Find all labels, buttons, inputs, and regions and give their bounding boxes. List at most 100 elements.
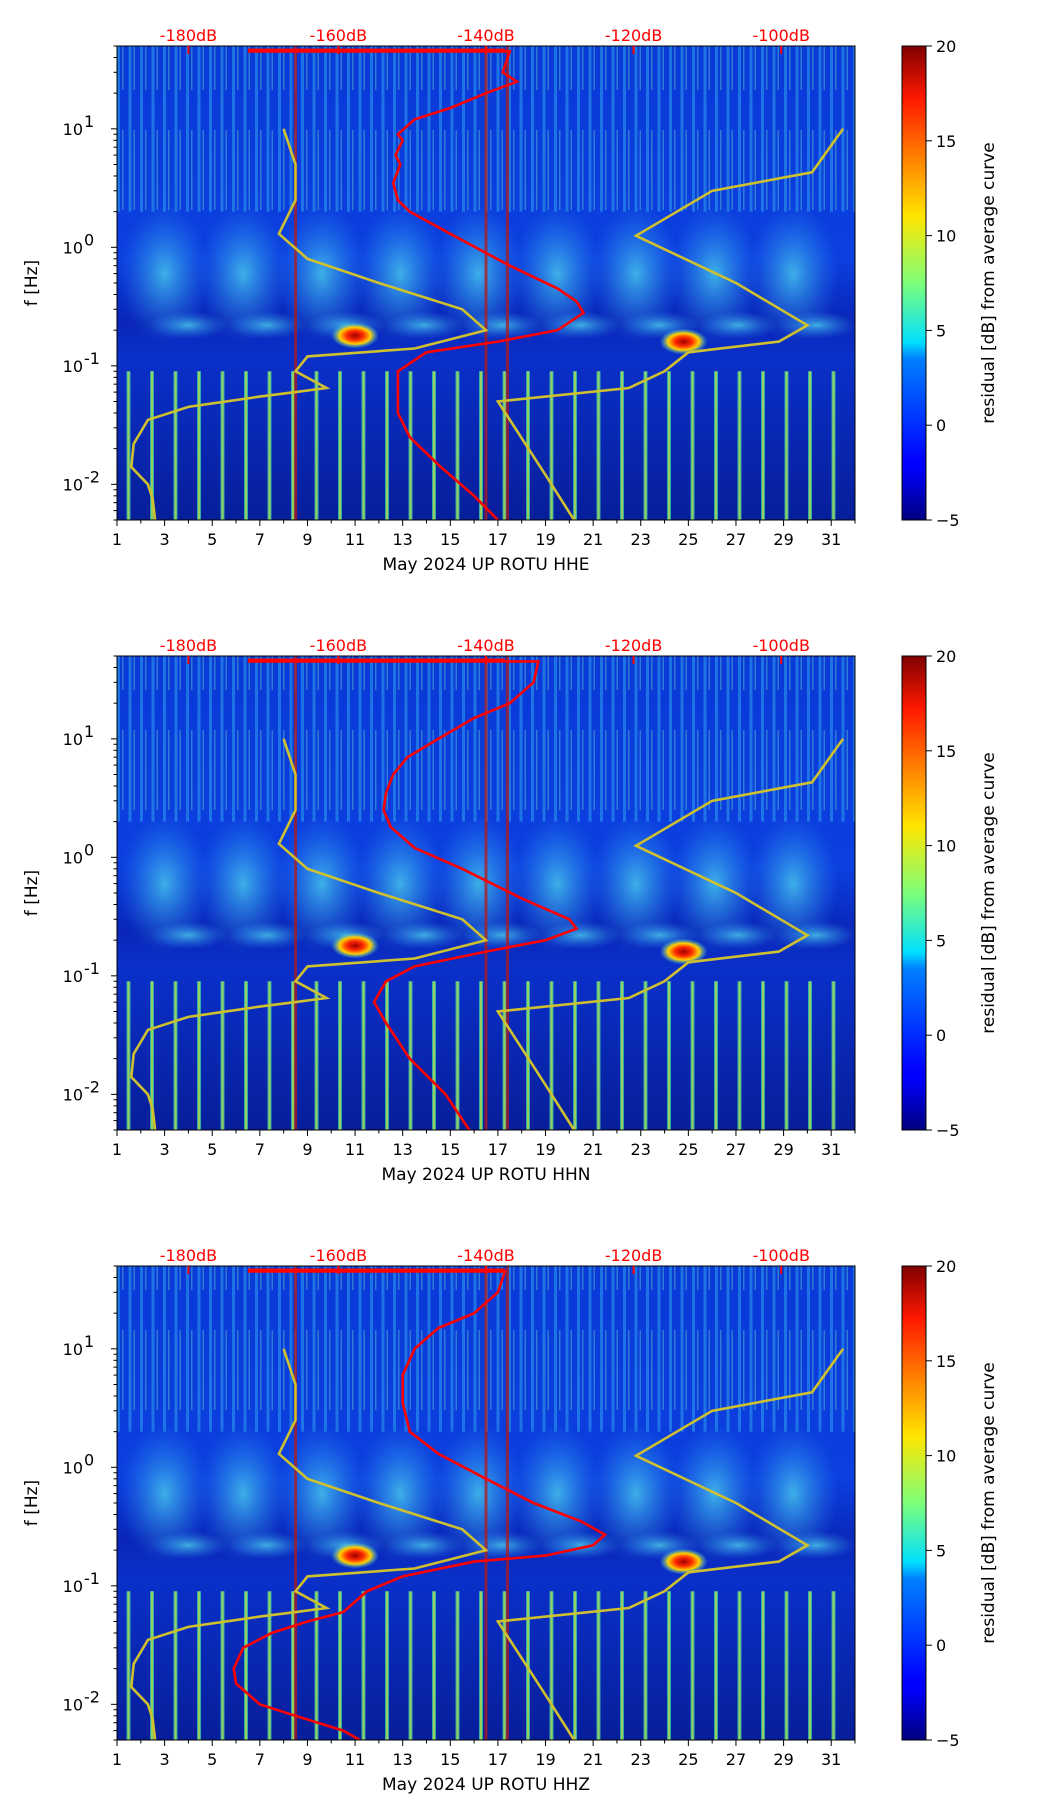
x-tick-label: 7 (255, 1140, 265, 1159)
x-tick-label: 31 (821, 1140, 841, 1159)
db-scale-label: -140dB (457, 26, 514, 45)
colorbar-tick-label: 20 (936, 37, 956, 56)
x-tick-label: 27 (726, 1140, 746, 1159)
noise-model-curve (129, 128, 489, 520)
x-tick-label: 1 (112, 1140, 122, 1159)
y-tick-exponent: 0 (84, 230, 94, 249)
x-tick-label: 5 (207, 1140, 217, 1159)
x-tick-label: 21 (583, 1140, 603, 1159)
y-axis-label: f [Hz] (22, 870, 42, 916)
x-tick-label: 15 (440, 1140, 460, 1159)
x-tick-label: 17 (488, 530, 508, 549)
colorbar-tick-label: −5 (936, 511, 960, 530)
db-scale-label: -180dB (160, 26, 217, 45)
x-tick-label: 11 (345, 1750, 365, 1769)
colorbar-tick-label: 10 (936, 837, 956, 856)
spectrogram-area (117, 1266, 855, 1740)
y-tick-exponent: -2 (84, 467, 100, 486)
db-scale-label: -120dB (605, 26, 662, 45)
y-tick-label: 10 (63, 967, 83, 986)
x-tick-label: 29 (773, 1750, 793, 1769)
x-tick-label: 23 (631, 1140, 651, 1159)
db-scale-label: -160dB (310, 26, 367, 45)
y-tick-exponent: 1 (84, 722, 94, 741)
median-psd-curve (247, 660, 579, 1130)
x-tick-label: 27 (726, 530, 746, 549)
x-tick-label: 5 (207, 530, 217, 549)
event-line (505, 656, 509, 1130)
x-tick-label: 31 (821, 530, 841, 549)
event-line (484, 656, 488, 1130)
x-tick-label: 15 (440, 530, 460, 549)
x-tick-label: 11 (345, 1140, 365, 1159)
x-tick-label: 29 (773, 530, 793, 549)
colorbar-tick-label: −5 (936, 1121, 960, 1140)
db-scale-label: -100dB (752, 26, 809, 45)
hotspot (659, 938, 708, 965)
colorbar-label: residual [dB] from average curve (979, 752, 999, 1033)
colorbar-label: residual [dB] from average curve (979, 142, 999, 423)
y-tick-label: 10 (63, 1340, 83, 1359)
db-scale-label: -160dB (310, 636, 367, 655)
db-scale-label: -120dB (605, 636, 662, 655)
x-tick-label: 17 (488, 1140, 508, 1159)
y-axis-label: f [Hz] (22, 260, 42, 306)
spectrogram-area (117, 46, 855, 520)
y-tick-exponent: -2 (84, 1077, 100, 1096)
event-line (484, 1266, 488, 1740)
y-tick-label: 10 (63, 238, 83, 257)
x-axis-label: May 2024 UP ROTU HHE (382, 555, 589, 575)
y-tick-label: 10 (63, 120, 83, 139)
colorbar-tick-label: 20 (936, 647, 956, 666)
colorbar-tick-label: 0 (936, 1026, 946, 1045)
colorbar-tick-label: 15 (936, 1352, 956, 1371)
x-tick-label: 11 (345, 530, 365, 549)
x-tick-label: 3 (160, 530, 170, 549)
x-tick-label: 1 (112, 530, 122, 549)
db-scale-label: -180dB (160, 636, 217, 655)
y-tick-label: 10 (63, 357, 83, 376)
x-tick-label: 25 (678, 530, 698, 549)
colorbar-tick-label: 15 (936, 742, 956, 761)
db-scale-label: -160dB (310, 1246, 367, 1265)
x-tick-label: 19 (535, 530, 555, 549)
x-tick-label: 9 (302, 530, 312, 549)
x-tick-label: 13 (392, 530, 412, 549)
y-tick-exponent: -1 (84, 349, 100, 368)
y-axis-label: f [Hz] (22, 1480, 42, 1526)
x-tick-label: 7 (255, 530, 265, 549)
y-tick-exponent: 1 (84, 112, 94, 131)
spectrogram-area (117, 656, 855, 1130)
colorbar: 20 15 10 5 0 −5 residual [dB] from average cur… (901, 647, 999, 1140)
colorbar-tick-label: 10 (936, 227, 956, 246)
event-line (294, 1266, 298, 1740)
x-tick-label: 17 (488, 1750, 508, 1769)
x-tick-label: 15 (440, 1750, 460, 1769)
x-tick-label: 21 (583, 530, 603, 549)
median-psd-curve (232, 1270, 608, 1740)
db-scale-label: -140dB (457, 636, 514, 655)
x-tick-label: 13 (392, 1750, 412, 1769)
colorbar: 20 15 10 5 0 −5 residual [dB] from average cur… (901, 1257, 999, 1750)
x-axis-label: May 2024 UP ROTU HHZ (382, 1775, 590, 1795)
x-tick-label: 19 (535, 1750, 555, 1769)
y-tick-label: 10 (63, 475, 83, 494)
hotspot (331, 1542, 380, 1569)
event-line (484, 46, 488, 520)
noise-model-curve (495, 128, 845, 520)
x-tick-label: 5 (207, 1750, 217, 1769)
y-tick-label: 10 (63, 1458, 83, 1477)
y-tick-exponent: 0 (84, 840, 94, 859)
median-psd-curve (247, 50, 586, 520)
noise-model-curve (129, 738, 489, 1130)
x-tick-label: 29 (773, 1140, 793, 1159)
db-scale-label: -100dB (752, 1246, 809, 1265)
x-tick-label: 31 (821, 1750, 841, 1769)
hotspot (331, 932, 380, 959)
event-line (294, 46, 298, 520)
colorbar-tick-label: 5 (936, 931, 946, 950)
x-tick-label: 7 (255, 1750, 265, 1769)
y-tick-label: 10 (63, 730, 83, 749)
